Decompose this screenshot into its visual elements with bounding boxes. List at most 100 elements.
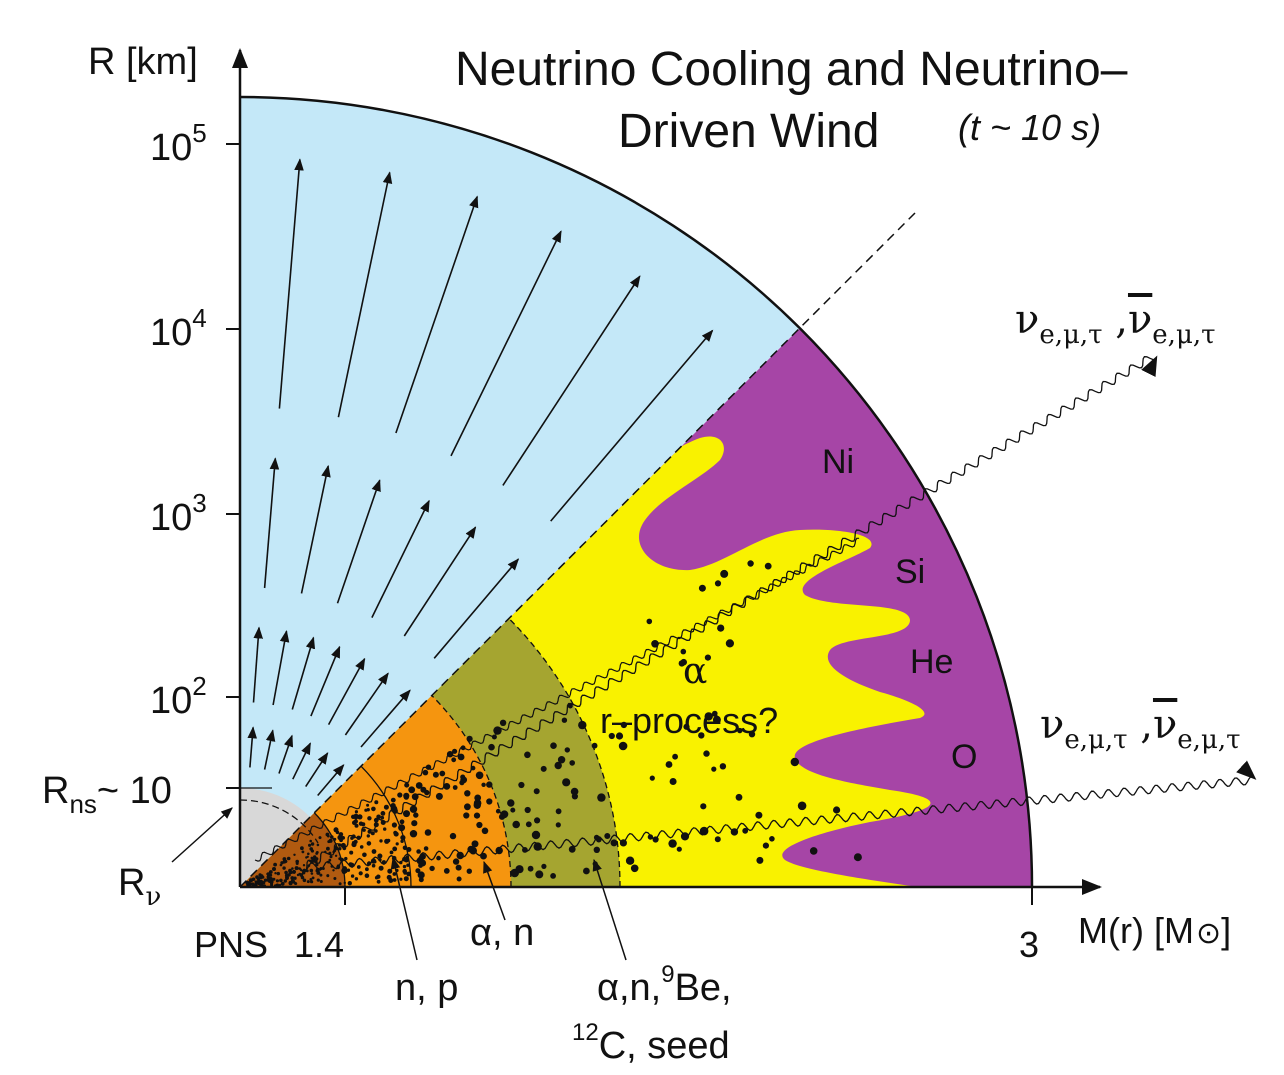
particle-dot [388, 878, 394, 883]
y-axis-label: R [km] [88, 41, 198, 83]
particle-dot [737, 727, 743, 734]
y-tick-label-1e3: 103 [150, 488, 207, 539]
o-label: O [951, 738, 977, 776]
particle-dot [383, 827, 387, 831]
particle-dot [370, 831, 375, 836]
particle-dot [531, 830, 541, 840]
particle-dot [279, 863, 283, 867]
particle-dot [350, 874, 355, 878]
alpha-n-label: α, n [470, 912, 534, 954]
particle-dot [374, 876, 379, 880]
particle-dot [395, 842, 399, 846]
particle-dot [269, 878, 274, 883]
particle-dot [333, 877, 337, 880]
particle-dot [481, 827, 489, 835]
particle-dot [376, 814, 381, 820]
particle-dot [476, 821, 483, 829]
particle-dot [680, 648, 687, 655]
particle-dot [443, 868, 450, 874]
particle-dot [310, 872, 314, 875]
n-p-label: n, p [395, 967, 458, 1009]
particle-dot [384, 838, 390, 844]
particle-dot [475, 771, 484, 780]
particle-dot [309, 839, 313, 843]
particle-dot [378, 865, 384, 871]
particle-dot [344, 856, 348, 861]
particle-dot [364, 873, 370, 878]
particle-dot [282, 866, 286, 870]
particle-dot [280, 881, 285, 886]
particle-dot [354, 810, 358, 814]
particle-dot [300, 846, 304, 851]
particle-dot [418, 877, 424, 883]
particle-dot [326, 846, 330, 851]
particle-dot [424, 829, 432, 836]
y-tick-label-1e5: 105 [150, 118, 207, 169]
particle-dot [527, 865, 534, 872]
particle-dot [319, 880, 323, 883]
carbon-seed-label: 12C, seed [572, 1019, 730, 1067]
particle-dot [464, 803, 471, 811]
particle-dot [350, 836, 354, 840]
particle-dot [279, 878, 283, 883]
neutrino-wave-lower [299, 760, 1257, 873]
particle-dot [456, 876, 462, 882]
rnu-pointer [171, 807, 233, 863]
particle-dot [608, 732, 615, 740]
particle-dot [284, 873, 289, 878]
particle-dot [292, 870, 296, 874]
wind-arrow [263, 457, 280, 589]
particle-dot [302, 864, 306, 867]
particle-dot [308, 843, 312, 847]
particle-dot [510, 807, 516, 813]
particle-dot [725, 639, 735, 648]
particle-dot [409, 805, 418, 813]
particle-dot [403, 792, 410, 799]
particle-dot [698, 584, 706, 592]
particle-dot [678, 660, 685, 667]
y-tick-labels: 105 104 103 102 [150, 118, 207, 722]
particle-dot [310, 842, 315, 846]
particle-dot [533, 788, 540, 795]
particle-dot [712, 715, 721, 724]
particle-dot [316, 878, 320, 882]
particle-dot [315, 863, 319, 867]
particle-dot [417, 871, 425, 879]
particle-dot [290, 879, 295, 883]
particle-dot [747, 560, 754, 567]
particle-dot [364, 808, 368, 812]
particle-dot [423, 846, 429, 851]
particle-dot [309, 847, 314, 851]
particle-dot [351, 814, 356, 819]
title-line-1: Neutrino Cooling and Neutrino– [455, 43, 1128, 96]
particle-dot [704, 712, 713, 721]
rnu-label: Rν [118, 862, 161, 912]
alpha-n-be-pointer [592, 858, 627, 961]
alpha-label: α [683, 651, 707, 692]
particle-dot [366, 834, 370, 838]
particle-dot [457, 753, 465, 761]
particle-dot [299, 873, 304, 877]
particle-dot [561, 717, 568, 723]
particle-dot [700, 803, 707, 810]
neutrino-label-lower: νe,μ,τ ,νe,μ,τ [1040, 702, 1241, 755]
particle-dot [562, 778, 571, 787]
particle-dot [625, 856, 635, 865]
particle-dot [284, 860, 288, 863]
particle-dot [371, 863, 376, 868]
particle-dot [328, 858, 332, 862]
particle-dot [377, 853, 383, 859]
particle-dot [435, 792, 443, 800]
particle-dot [557, 756, 566, 764]
particle-dot [443, 783, 451, 790]
particle-dot [486, 798, 493, 805]
particle-dot [362, 828, 366, 832]
particle-dot [315, 869, 318, 873]
particle-dot [408, 786, 416, 794]
particle-dot [525, 821, 532, 828]
particle-dot [389, 850, 394, 855]
particle-dot [756, 856, 764, 864]
particle-dot [712, 710, 718, 717]
particle-dot [507, 799, 515, 807]
particle-dot [358, 871, 363, 876]
